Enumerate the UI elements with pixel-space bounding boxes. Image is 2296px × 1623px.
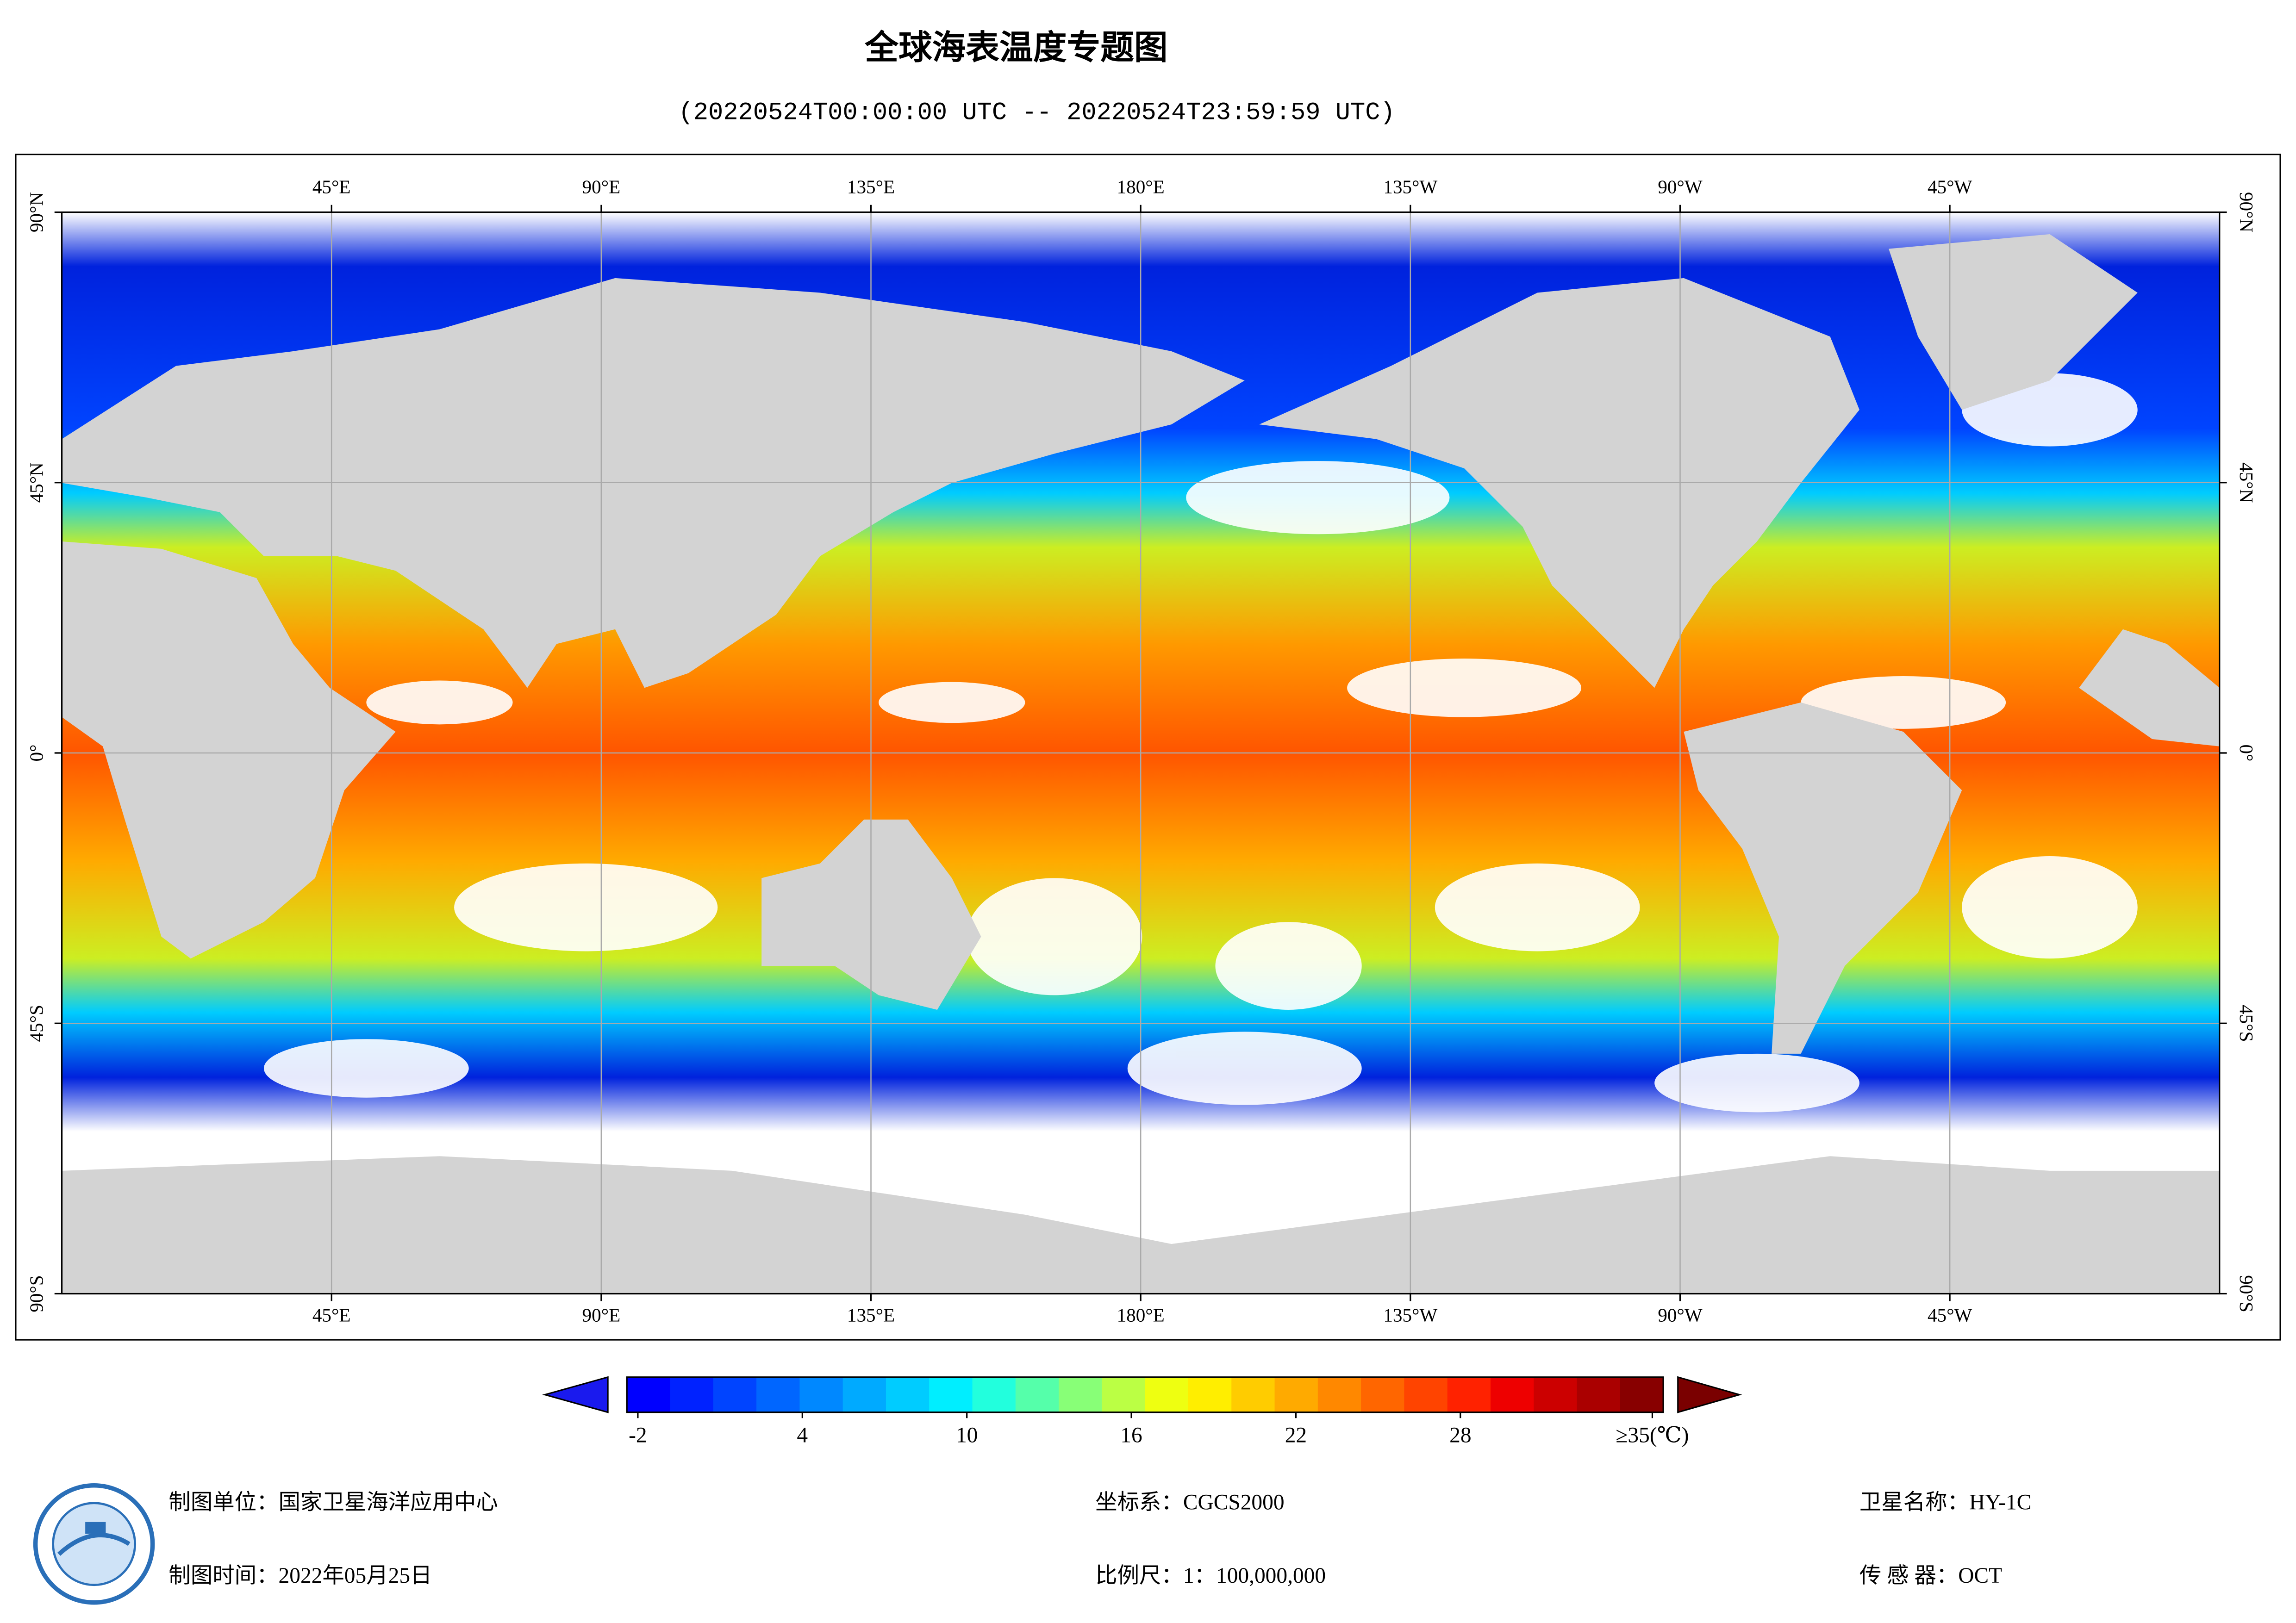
footer-scale: 比例尺：1：100,000,000 xyxy=(1095,1564,1326,1588)
lon-label-top: 45°W xyxy=(1928,176,1972,197)
lat-label-right: 0° xyxy=(2236,745,2257,762)
lon-label-bottom: 135°W xyxy=(1383,1305,1437,1326)
colorbar-segment xyxy=(1102,1377,1146,1412)
colorbar-segment xyxy=(1404,1377,1448,1412)
colorbar-under xyxy=(542,1376,609,1413)
colorbar-outline xyxy=(626,1376,1664,1413)
colorbar-segment xyxy=(670,1377,714,1412)
colorbar-tick-label: ≥35(℃) xyxy=(1616,1423,1689,1447)
footer-unit: 制图单位：国家卫星海洋应用中心 xyxy=(168,1491,498,1515)
colorbar: -2 4 10 16 22 28 ≥35(℃) xyxy=(542,1376,1742,1447)
lat-label-left: 45°N xyxy=(25,462,47,503)
colorbar-segment xyxy=(886,1377,930,1412)
lon-label-top: 90°E xyxy=(582,176,621,197)
lat-label-left: 45°S xyxy=(25,1005,47,1042)
lon-label-top: 45°E xyxy=(312,176,351,197)
colorbar-segment xyxy=(799,1377,843,1412)
lat-label-right: 45°N xyxy=(2236,462,2257,503)
colorbar-tick-label: 28 xyxy=(1449,1423,1471,1447)
frame xyxy=(15,154,2281,1341)
colorbar-segment xyxy=(1317,1377,1362,1412)
lat-label-left: 0° xyxy=(25,745,47,762)
lon-label-top: 135°E xyxy=(847,176,895,197)
lon-label-top: 135°W xyxy=(1383,176,1437,197)
lon-label-bottom: 135°E xyxy=(847,1305,895,1326)
colorbar-segment xyxy=(929,1377,973,1412)
footer-crs: 坐标系：CGCS2000 xyxy=(1095,1491,1284,1515)
colorbar-tick-label: 4 xyxy=(797,1423,808,1447)
subtitle: (20220524T00:00:00 UTC -- 20220524T23:59… xyxy=(679,99,1395,127)
lat-label-left: 90°N xyxy=(25,192,47,232)
colorbar-segment xyxy=(1490,1377,1535,1412)
colorbar-tick-label: 16 xyxy=(1120,1423,1142,1447)
colorbar-tick-label: 10 xyxy=(956,1423,978,1447)
lon-label-top: 180°E xyxy=(1117,176,1165,197)
lat-label-right: 90°N xyxy=(2236,192,2257,232)
lon-label-bottom: 90°E xyxy=(582,1305,621,1326)
lon-label-bottom: 45°E xyxy=(312,1305,351,1326)
colorbar-segment xyxy=(842,1377,886,1412)
colorbar-tick-label: 22 xyxy=(1285,1423,1307,1447)
colorbar-segment xyxy=(1361,1377,1405,1412)
footer-satellite: 卫星名称：HY-1C xyxy=(1859,1491,2031,1515)
colorbar-segment xyxy=(972,1377,1016,1412)
colorbar-segment xyxy=(1447,1377,1491,1412)
footer-date: 制图时间：2022年05月25日 xyxy=(168,1564,432,1588)
colorbar-segment xyxy=(1145,1377,1189,1412)
colorbar-segment xyxy=(713,1377,757,1412)
colorbar-segment xyxy=(1231,1377,1275,1412)
lat-label-left: 90°S xyxy=(25,1275,47,1312)
lon-label-bottom: 45°W xyxy=(1928,1305,1972,1326)
colorbar-over xyxy=(1677,1376,1742,1413)
lat-label-right: 45°S xyxy=(2236,1005,2257,1042)
colorbar-segment xyxy=(1620,1377,1664,1412)
map-border xyxy=(61,211,2221,1295)
lon-label-top: 90°W xyxy=(1658,176,1703,197)
lon-label-bottom: 180°E xyxy=(1117,1305,1165,1326)
colorbar-tick-label: -2 xyxy=(629,1423,647,1447)
colorbar-segment xyxy=(627,1377,671,1412)
lon-label-bottom: 90°W xyxy=(1658,1305,1703,1326)
colorbar-segment xyxy=(756,1377,800,1412)
colorbar-segment xyxy=(1534,1377,1578,1412)
colorbar-segment xyxy=(1188,1377,1232,1412)
lat-label-right: 90°S xyxy=(2236,1275,2257,1312)
colorbar-segment xyxy=(1059,1377,1103,1412)
title: 全球海表温度专题图 xyxy=(864,28,1167,68)
footer-sensor: 传 感 器：OCT xyxy=(1859,1564,2002,1588)
colorbar-segment xyxy=(1274,1377,1318,1412)
colorbar-segment xyxy=(1577,1377,1621,1412)
logo xyxy=(33,1483,155,1605)
colorbar-segment xyxy=(1015,1377,1060,1412)
